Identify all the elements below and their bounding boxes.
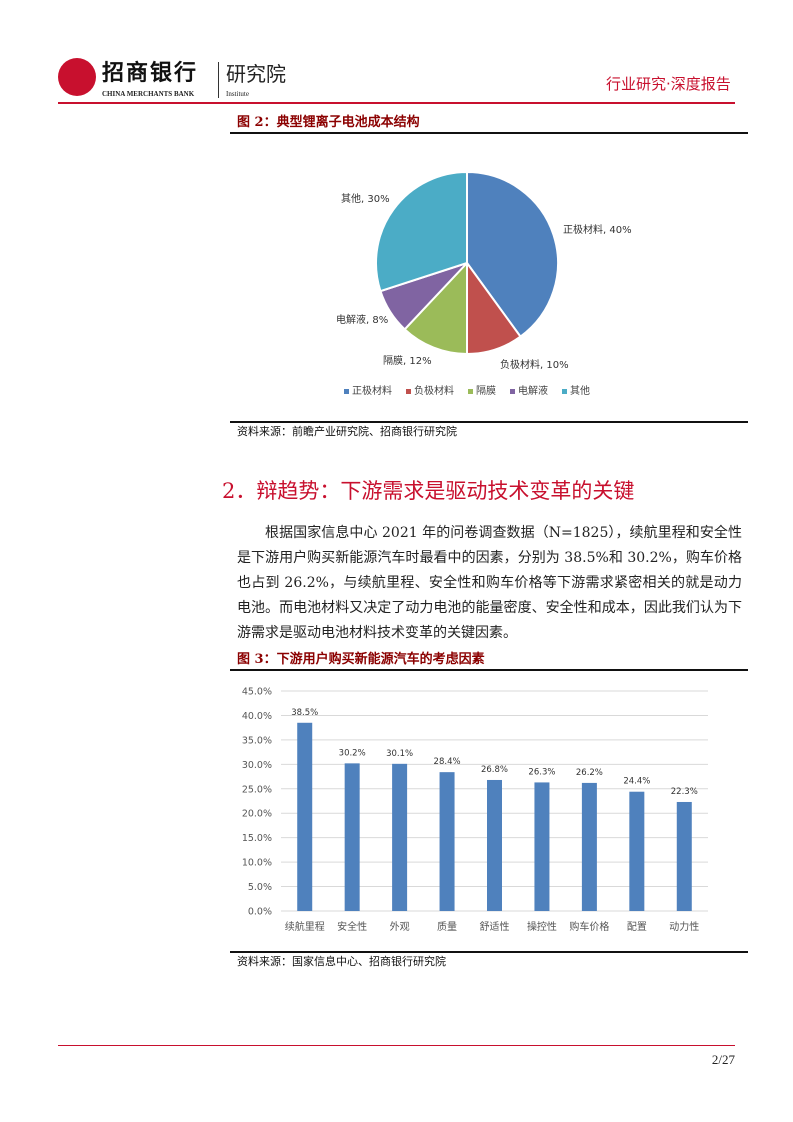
x-tick-label: 外观 xyxy=(390,921,410,933)
legend-item: 电解液 xyxy=(510,386,548,398)
bar xyxy=(629,791,645,911)
x-tick-label: 质量 xyxy=(437,921,457,933)
institute-english: Institute xyxy=(226,90,249,98)
y-tick-label: 0.0% xyxy=(248,907,272,918)
page-number: 2/27 xyxy=(711,1052,735,1067)
bar-data-label: 30.2% xyxy=(339,748,366,758)
pie-label: 负极材料, 10% xyxy=(500,360,569,371)
pie-slice xyxy=(403,260,468,356)
x-tick-label: 安全性 xyxy=(337,920,367,933)
bar-data-label: 38.5% xyxy=(291,708,318,718)
logo-divider xyxy=(218,62,219,98)
bar-data-label: 22.3% xyxy=(671,787,698,797)
pie-chart xyxy=(375,170,559,356)
y-tick-label: 35.0% xyxy=(242,735,272,746)
figure2-title: 图 2：典型锂离子电池成本结构 xyxy=(237,115,420,130)
logo-english: CHINA MERCHANTS BANK xyxy=(102,90,195,98)
bar xyxy=(676,801,692,911)
body-paragraph: 根据国家信息中心 2021 年的问卷调查数据（N=1825），续航里程和安全性是… xyxy=(237,525,742,641)
bar xyxy=(344,763,360,911)
figure3-title: 图 3：下游用户购买新能源汽车的考虑因素 xyxy=(237,652,485,667)
x-tick-label: 操控性 xyxy=(527,920,557,933)
bar xyxy=(297,722,313,911)
y-tick-label: 20.0% xyxy=(242,809,272,820)
footer-divider xyxy=(58,1045,735,1046)
bar xyxy=(392,763,408,911)
figure2-source: 资料来源：前瞻产业研究院、招商银行研究院 xyxy=(237,425,457,438)
bar-data-label: 26.8% xyxy=(481,765,508,775)
y-tick-label: 15.0% xyxy=(242,833,272,844)
y-tick-label: 30.0% xyxy=(242,760,272,771)
logo-text: 招商银行 xyxy=(102,60,199,86)
bar-data-label: 28.4% xyxy=(434,757,461,767)
report-type: 行业研究·深度报告 xyxy=(606,75,731,93)
figure3-source: 资料来源：国家信息中心、招商银行研究院 xyxy=(237,955,446,968)
legend-item: 其他 xyxy=(562,386,590,398)
bar-chart: 0.0% 5.0% 10.0% 15.0% 20.0% 25.0% 30.0% 35.0% 40… xyxy=(242,687,708,933)
figure2-bottom-rule xyxy=(230,421,748,423)
pie-label: 其他, 30% xyxy=(341,194,390,205)
pie-label: 正极材料, 40% xyxy=(563,225,632,236)
section-heading: 2．辩趋势：下游需求是驱动技术变革的关键 xyxy=(222,479,635,503)
bar xyxy=(487,779,502,911)
y-tick-label: 10.0% xyxy=(242,858,272,869)
x-tick-label: 配置 xyxy=(627,921,647,933)
pie-label: 隔膜, 12% xyxy=(383,356,432,367)
bar-data-label: 26.2% xyxy=(576,768,603,778)
bar xyxy=(581,782,597,911)
y-tick-label: 40.0% xyxy=(242,711,272,722)
y-tick-label: 45.0% xyxy=(242,687,272,698)
y-tick-label: 5.0% xyxy=(248,882,272,893)
figure2-top-rule xyxy=(230,132,748,134)
bar-data-label: 26.3% xyxy=(528,767,555,777)
cmb-logo-icon xyxy=(58,58,96,96)
x-tick-label: 续航里程 xyxy=(285,920,325,933)
pie-legend: 正极材料 负极材料 隔膜 电解液 其他 xyxy=(344,386,590,398)
x-tick-label: 购车价格 xyxy=(569,920,609,933)
institute-name: 研究院 xyxy=(226,62,286,86)
bar-data-label: 24.4% xyxy=(623,777,650,787)
pie-label: 电解液, 8% xyxy=(336,315,389,326)
bar xyxy=(534,782,550,911)
header-divider xyxy=(58,102,735,104)
pie-slice xyxy=(466,170,559,339)
figure3-top-rule xyxy=(230,669,748,671)
x-tick-label: 动力性 xyxy=(669,920,699,933)
pie-slice xyxy=(375,170,468,293)
y-tick-label: 25.0% xyxy=(242,784,272,795)
x-tick-label: 舒适性 xyxy=(480,920,510,933)
figure3-bottom-rule xyxy=(230,951,748,953)
bar-data-label: 30.1% xyxy=(386,749,413,759)
legend-item: 隔膜 xyxy=(468,386,496,398)
bar xyxy=(439,772,455,911)
legend-item: 负极材料 xyxy=(406,386,454,398)
legend-item: 正极材料 xyxy=(344,386,392,398)
